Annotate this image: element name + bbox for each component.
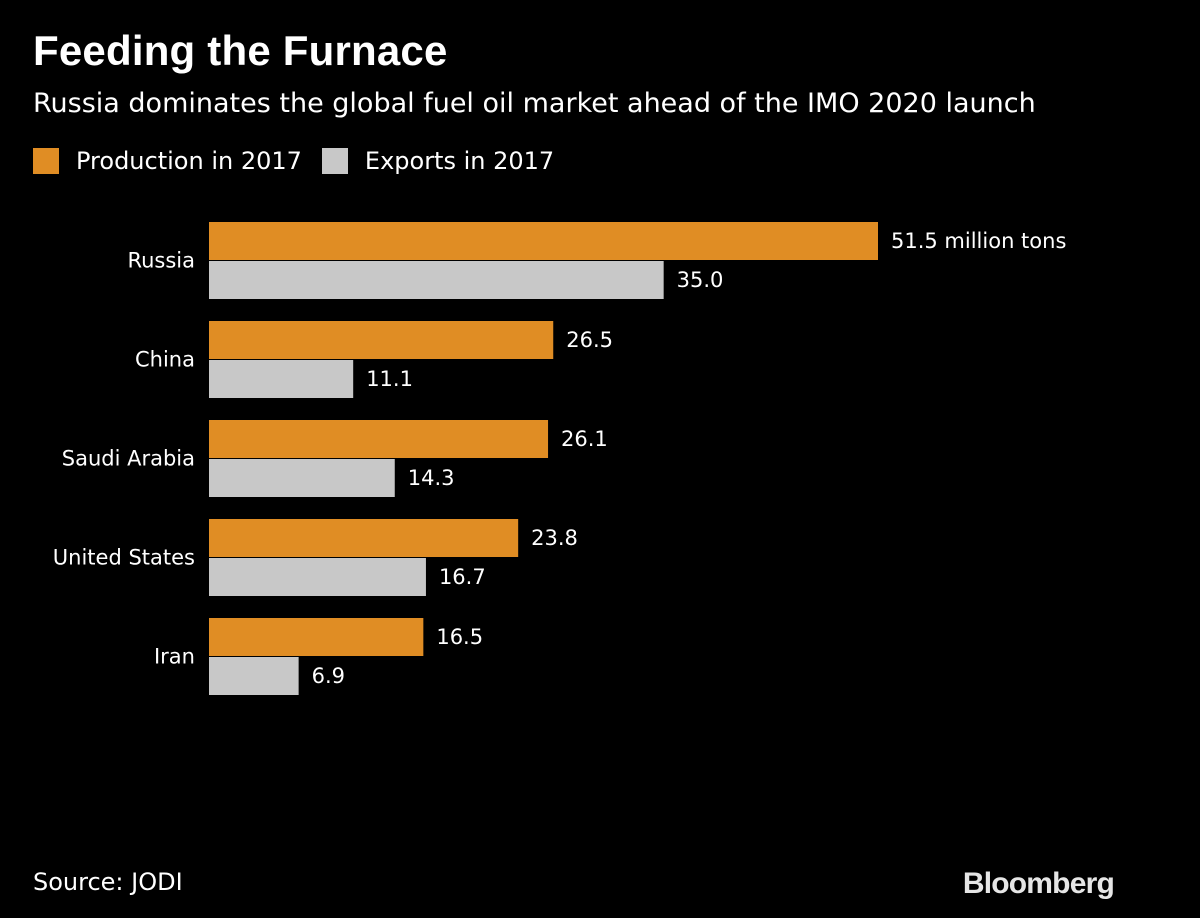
bar-production-russia — [209, 222, 878, 260]
chart-title: Feeding the Furnace — [33, 27, 448, 74]
chart-subtitle: Russia dominates the global fuel oil mar… — [33, 88, 1036, 119]
category-label-russia: Russia — [127, 249, 195, 273]
value-label-exports-russia: 35.0 — [677, 268, 724, 292]
category-label-saudi-arabia: Saudi Arabia — [62, 447, 195, 471]
source-note: Source: JODI — [33, 868, 183, 896]
bar-exports-united-states — [209, 558, 426, 596]
legend-item-exports: Exports in 2017 — [321, 147, 555, 175]
value-label-production-iran: 16.5 — [436, 625, 483, 649]
value-label-exports-united-states: 16.7 — [439, 565, 486, 589]
bar-exports-iran — [209, 657, 299, 695]
legend-item-production: Production in 2017 — [33, 147, 302, 175]
bar-production-united-states — [209, 519, 519, 557]
legend-label-production: Production in 2017 — [76, 147, 302, 175]
category-label-united-states: United States — [53, 546, 195, 570]
bar-exports-russia — [209, 261, 664, 299]
value-label-production-china: 26.5 — [566, 328, 613, 352]
legend-label-exports: Exports in 2017 — [364, 147, 555, 175]
value-label-exports-china: 11.1 — [366, 367, 413, 391]
bar-exports-saudi-arabia — [209, 459, 395, 497]
bloomberg-logo: Bloomberg — [962, 867, 1115, 900]
value-label-production-russia: 51.5 million tons — [891, 229, 1066, 253]
value-label-exports-iran: 6.9 — [312, 664, 345, 688]
value-label-production-saudi-arabia: 26.1 — [561, 427, 608, 451]
category-label-china: China — [135, 348, 195, 372]
legend-swatch-exports — [321, 148, 348, 174]
bar-production-iran — [209, 618, 424, 656]
value-label-production-united-states: 23.8 — [531, 526, 578, 550]
bar-exports-china — [209, 360, 354, 398]
bar-production-china — [209, 321, 554, 359]
category-label-iran: Iran — [154, 645, 195, 669]
value-label-exports-saudi-arabia: 14.3 — [408, 466, 455, 490]
legend-swatch-production — [33, 148, 59, 174]
bar-production-saudi-arabia — [209, 420, 549, 458]
legend: Production in 2017 Exports in 2017 — [33, 146, 574, 176]
